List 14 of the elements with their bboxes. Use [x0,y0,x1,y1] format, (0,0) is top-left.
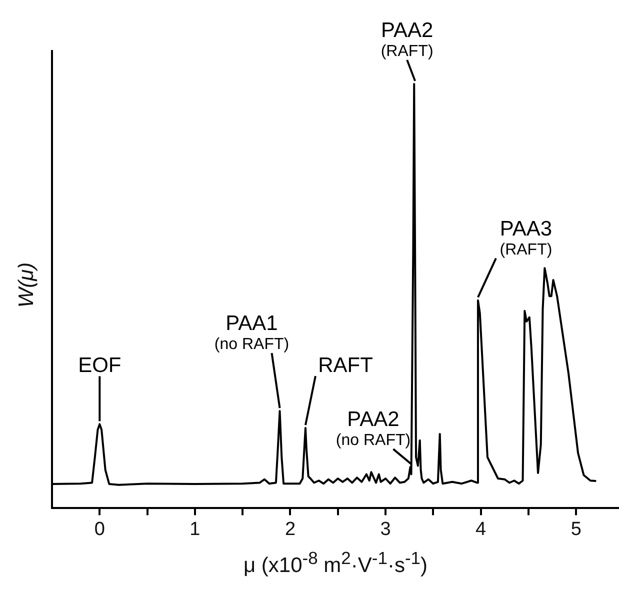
y-axis-title: W(μ) [15,261,39,310]
annotation: PAA1 (no RAFT) [214,312,290,354]
annotation: PAA3 (RAFT) [500,217,552,258]
x-tick-label: 5 [570,518,582,540]
annotation: PAA2 (RAFT) [380,18,434,60]
text: μ (x10$^{-8}$ m$^{2}$·V$^{-1}$·s$^{-1}$) [243,548,428,577]
x-tick-label: 0 [94,518,105,540]
x-tick-label: 1 [190,518,200,540]
x-tick-label: 2 [284,518,296,540]
annotation: EOF [78,354,122,378]
annotation: PAA2 (no RAFT) [336,408,411,450]
annotation: RAFT [318,354,374,378]
x-tick-label: 4 [476,518,487,540]
x-tick-label: 3 [380,518,391,540]
